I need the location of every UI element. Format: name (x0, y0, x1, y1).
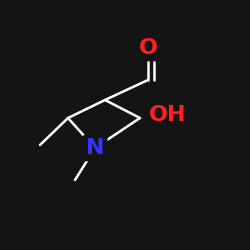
Text: O: O (138, 38, 158, 58)
Text: OH: OH (149, 105, 187, 125)
Text: N: N (86, 138, 104, 158)
